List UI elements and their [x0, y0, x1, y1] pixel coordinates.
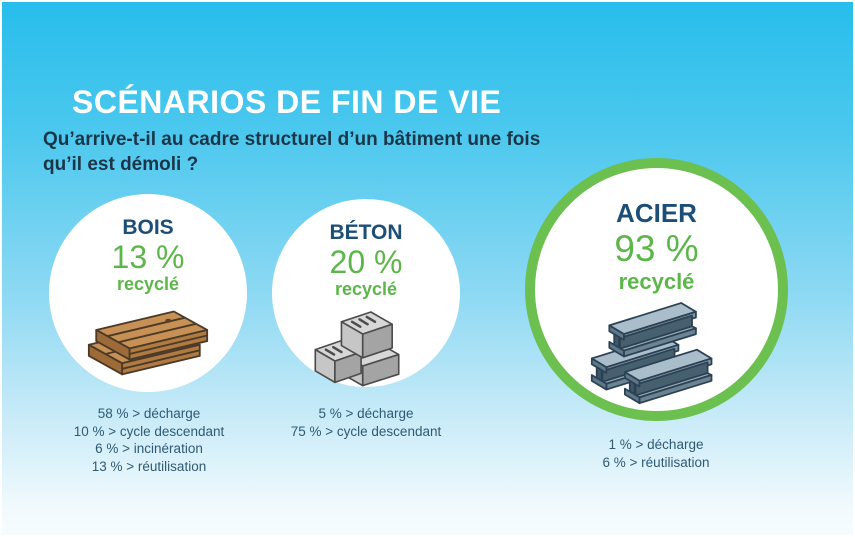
material-circle-beton: BÉTON 20 % recyclé — [272, 199, 460, 387]
breakdown-line: 10 % > cycle descendant — [73, 423, 225, 439]
breakdown-line: 75 % > cycle descendant — [290, 423, 442, 439]
steel-beams-icon — [584, 302, 730, 416]
breakdown-line: 6 % > incinération — [95, 441, 203, 456]
recycled-label: recyclé — [618, 269, 695, 294]
breakdown-list-acier: 1 % > décharge 6 % > réutilisation — [546, 436, 766, 471]
breakdown-line: 13 % > réutilisation — [91, 458, 207, 474]
material-name: BOIS — [122, 216, 174, 239]
recycled-percentage: 13 % — [111, 239, 185, 275]
breakdown-line: 5 % > décharge — [318, 406, 414, 421]
recycled-percentage: 93 % — [614, 228, 699, 269]
material-circle-acier-highlighted: ACIER 93 % recyclé — [525, 158, 788, 421]
recycled-label: recyclé — [334, 279, 398, 299]
breakdown-list-beton: 5 % > décharge 75 % > cycle descendant — [256, 405, 476, 440]
breakdown-line: 6 % > réutilisation — [602, 454, 710, 470]
material-circle-bois: BOIS 13 % recyclé — [49, 194, 247, 392]
page-title: SCÉNARIOS DE FIN DE VIE — [72, 84, 502, 120]
recycled-label: recyclé — [116, 274, 180, 294]
page-subtitle: Qu’arrive-t-il au cadre structurel d’un … — [43, 129, 541, 175]
breakdown-list-bois: 58 % > décharge 10 % > cycle descendant … — [39, 405, 259, 475]
material-name: ACIER — [616, 198, 697, 228]
wood-planks-icon — [87, 302, 209, 387]
material-name: BÉTON — [329, 221, 403, 244]
breakdown-line: 58 % > décharge — [97, 406, 201, 421]
breakdown-line: 1 % > décharge — [608, 437, 704, 452]
recycled-percentage: 20 % — [329, 244, 403, 280]
concrete-blocks-icon — [312, 307, 420, 394]
